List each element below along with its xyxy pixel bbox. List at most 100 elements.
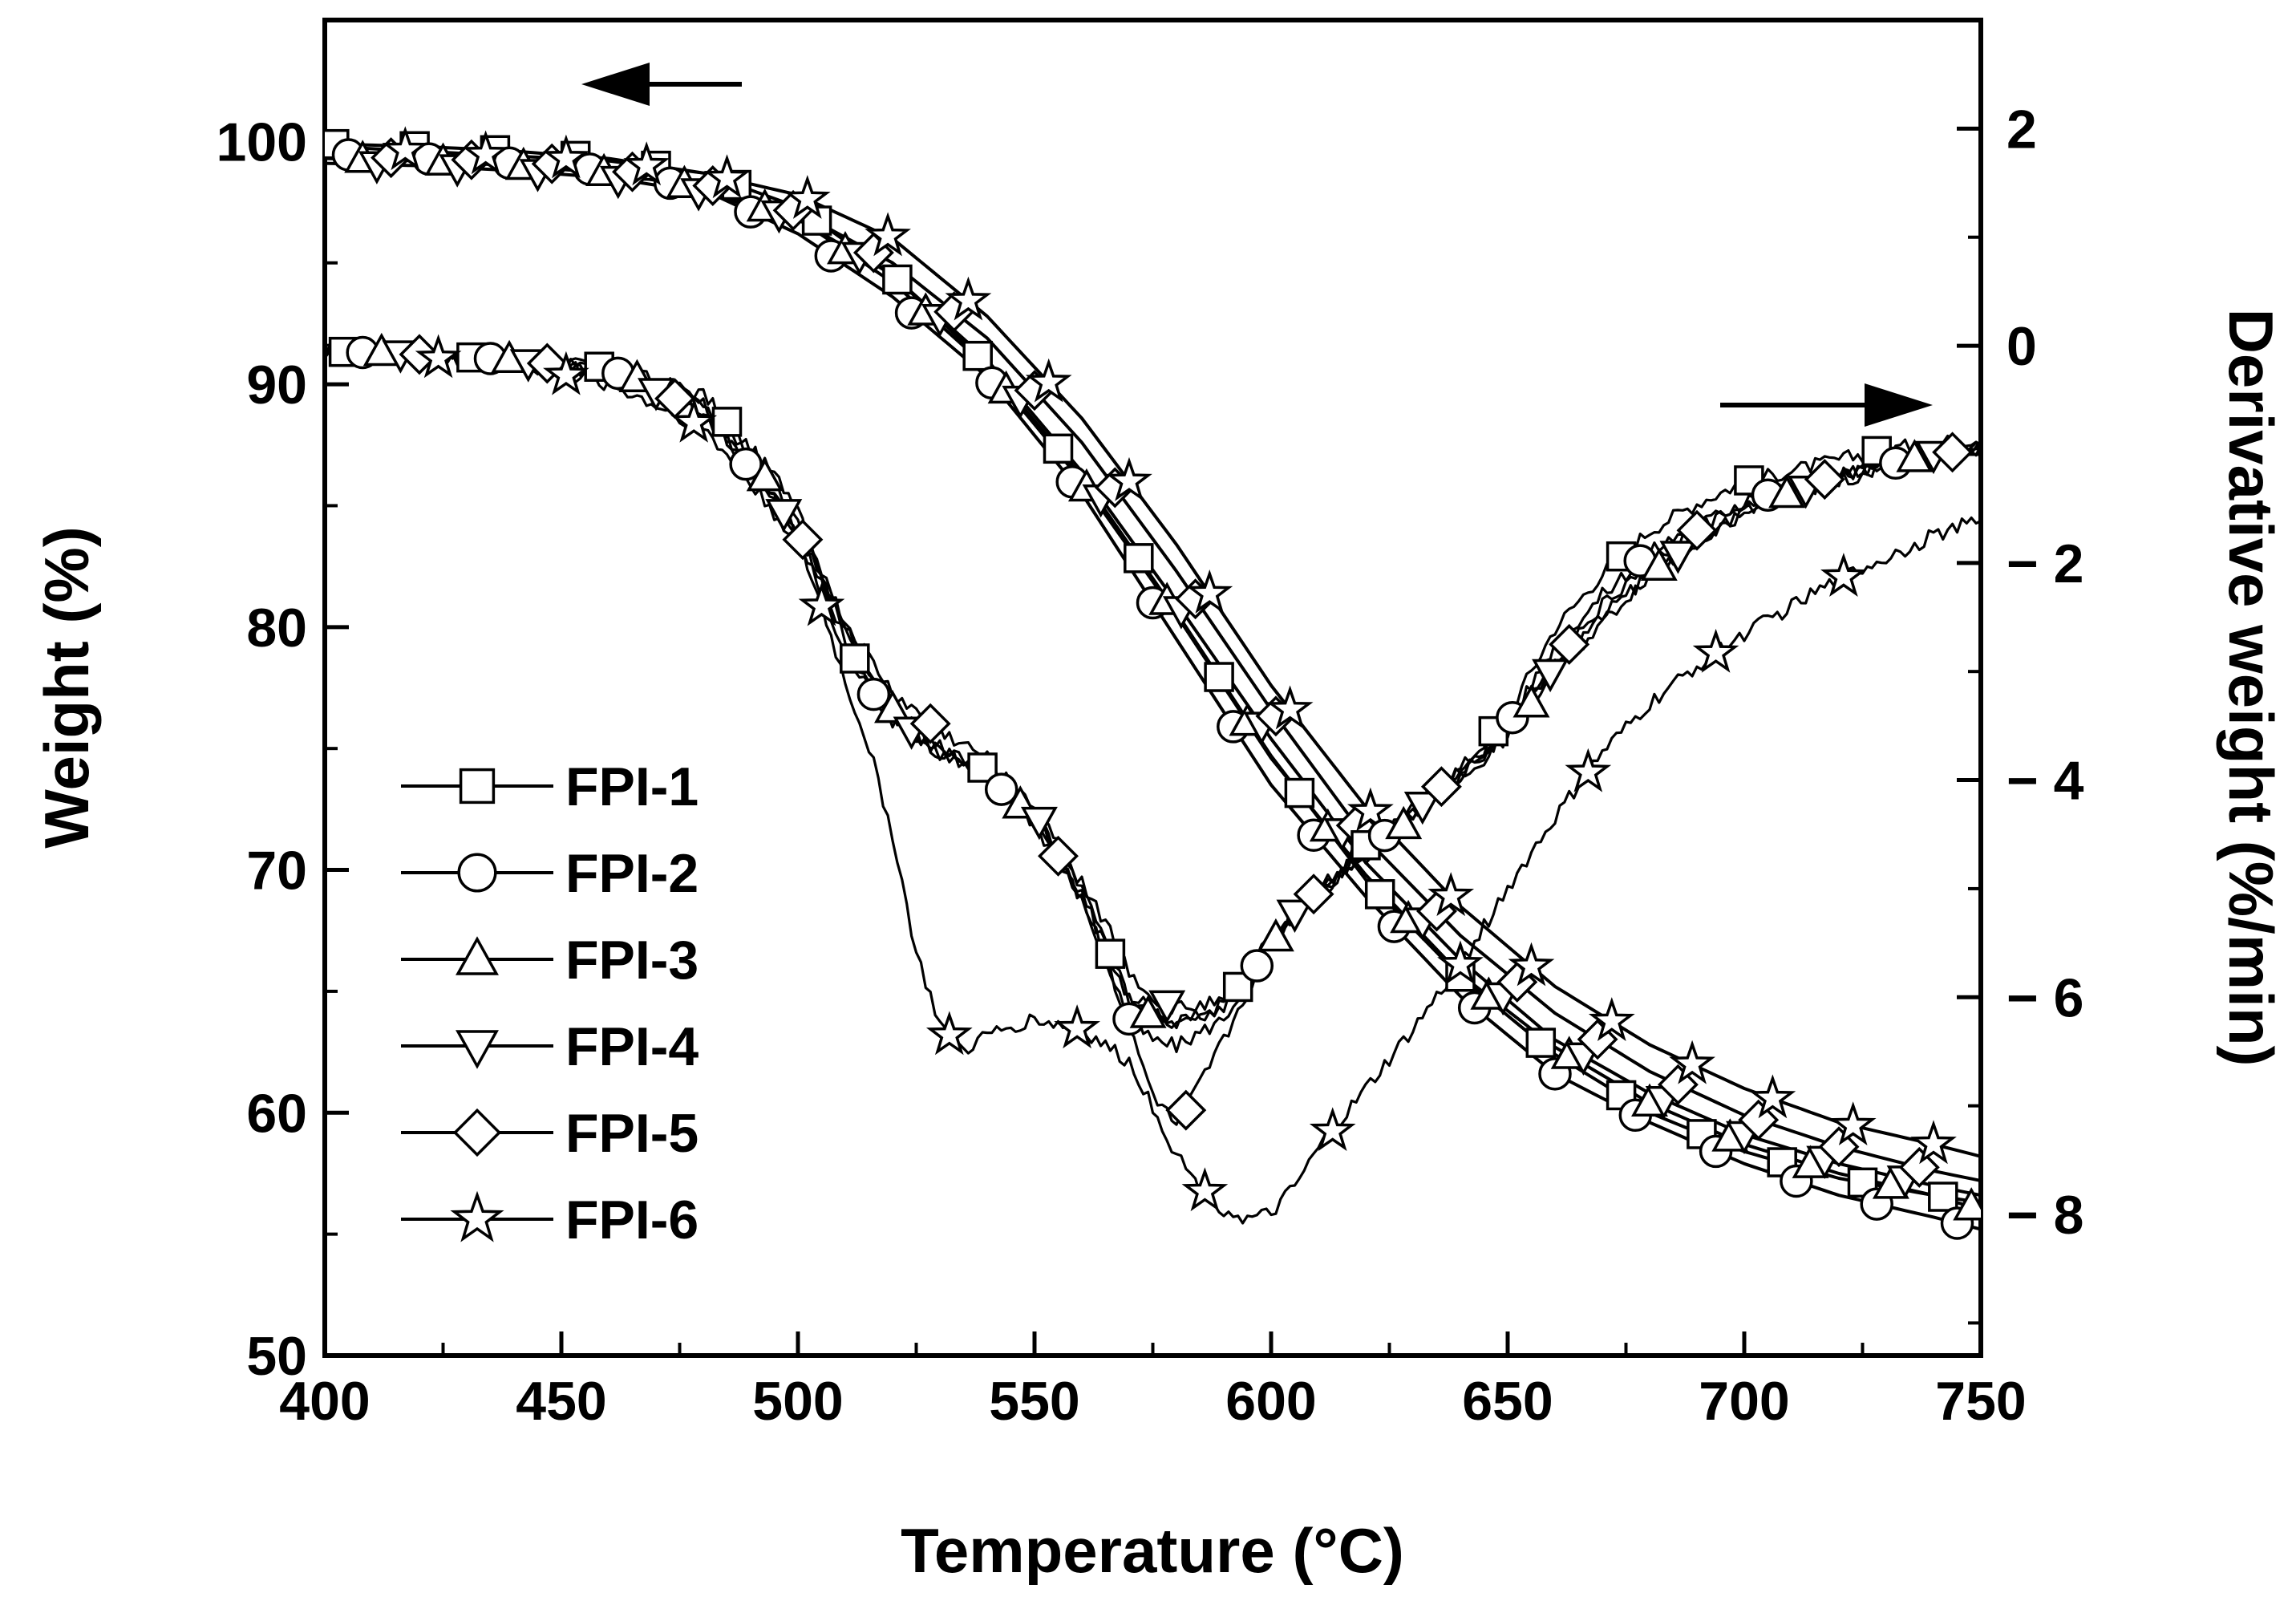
tga-marker-fpi-6 bbox=[1266, 685, 1314, 730]
legend-marker-fpi-2 bbox=[457, 853, 497, 893]
left-arrow bbox=[581, 63, 742, 106]
legend-label: FPI-2 bbox=[565, 843, 699, 904]
legend-label: FPI-6 bbox=[565, 1190, 699, 1250]
dtg-marker-fpi-5 bbox=[1676, 509, 1718, 551]
dtg-marker-fpi-6 bbox=[1437, 940, 1484, 985]
tga-marker-fpi-6 bbox=[1910, 1120, 1957, 1165]
x-tick-label: 500 bbox=[752, 1371, 843, 1432]
tga-marker-fpi-6 bbox=[623, 141, 670, 186]
x-axis-title: Temperature (°C) bbox=[901, 1515, 1404, 1586]
dtg-marker-fpi-4 bbox=[1532, 659, 1569, 693]
dtg-marker-fpi-6 bbox=[1054, 1004, 1101, 1049]
dtg-marker-fpi-4 bbox=[765, 499, 803, 533]
x-tick-label: 750 bbox=[1935, 1371, 2026, 1432]
x-tick-label: 400 bbox=[279, 1371, 370, 1432]
tga-marker-fpi-1 bbox=[1204, 662, 1234, 692]
tga-marker-fpi-6 bbox=[1749, 1074, 1796, 1119]
dtg-marker-fpi-3 bbox=[1640, 547, 1678, 581]
legend-item-fpi-3: FPI-3 bbox=[401, 930, 699, 991]
dtg-marker-fpi-6 bbox=[925, 1011, 973, 1056]
dtg-marker-fpi-3 bbox=[874, 689, 911, 723]
tga-marker-fpi-6 bbox=[1588, 997, 1635, 1042]
dtg-marker-fpi-5 bbox=[782, 519, 824, 561]
legend: FPI-1 FPI-2 FPI-3 FPI-4 FPI-5 FPI-6 bbox=[401, 756, 699, 1250]
dtg-line-fpi-4 bbox=[325, 344, 1981, 1015]
tga-marker-fpi-6 bbox=[1508, 942, 1555, 987]
tga-marker-fpi-1 bbox=[882, 264, 913, 295]
legend-item-fpi-5: FPI-5 bbox=[401, 1103, 699, 1164]
y-left-axis-title: Weight (%) bbox=[31, 526, 102, 849]
legend-item-fpi-1: FPI-1 bbox=[401, 756, 699, 817]
dtg-marker-fpi-6 bbox=[543, 351, 589, 395]
y-right-tick-label: − 2 bbox=[2006, 533, 2083, 594]
y-right-axis-title: Derivative weight (%/min) bbox=[2216, 309, 2286, 1067]
y-right-tick-label: − 4 bbox=[2006, 751, 2084, 812]
x-tick-label: 600 bbox=[1225, 1371, 1316, 1432]
tga-marker-fpi-1 bbox=[962, 340, 993, 371]
dtg-marker-fpi-6 bbox=[1181, 1167, 1229, 1212]
dtg-marker-fpi-6 bbox=[798, 582, 845, 626]
right-arrow bbox=[1720, 383, 1933, 427]
dtg-line-fpi-1 bbox=[325, 343, 1981, 1030]
dtg-marker-fpi-5 bbox=[1293, 873, 1334, 915]
dtg-marker-fpi-3 bbox=[1257, 918, 1294, 952]
dtg-marker-fpi-2 bbox=[856, 677, 891, 711]
legend-item-fpi-6: FPI-6 bbox=[401, 1190, 699, 1250]
legend-marker-fpi-3 bbox=[456, 936, 499, 975]
y-right-tick-label: − 8 bbox=[2006, 1185, 2083, 1246]
y-left-tick-label: 90 bbox=[246, 355, 307, 415]
y-right-tick-label: 2 bbox=[2006, 99, 2037, 160]
tga-marker-fpi-5 bbox=[1898, 1146, 1940, 1188]
tga-marker-fpi-6 bbox=[1186, 569, 1233, 614]
y-right-tick-label: − 6 bbox=[2006, 967, 2083, 1028]
tga-marker-fpi-1 bbox=[1928, 1181, 1958, 1212]
y-right-tick-label: 0 bbox=[2006, 316, 2037, 377]
legend-label: FPI-1 bbox=[565, 756, 699, 817]
dtg-marker-fpi-6 bbox=[1309, 1107, 1356, 1152]
dtg-marker-fpi-6 bbox=[1565, 748, 1612, 792]
tga-marker-fpi-6 bbox=[703, 154, 751, 199]
dtg-marker-fpi-5 bbox=[1549, 623, 1590, 665]
legend-item-fpi-2: FPI-2 bbox=[401, 843, 699, 904]
tga-marker-fpi-1 bbox=[1124, 543, 1154, 574]
dtg-marker-fpi-2 bbox=[1240, 949, 1274, 983]
dtg-marker-fpi-6 bbox=[670, 398, 718, 443]
y-left-tick-label: 100 bbox=[217, 111, 307, 172]
tga-marker-fpi-6 bbox=[1346, 787, 1394, 832]
x-tick-label: 550 bbox=[989, 1371, 1079, 1432]
y-left-tick-label: 60 bbox=[246, 1083, 307, 1144]
tga-marker-fpi-1 bbox=[1525, 1027, 1557, 1058]
dtg-marker-fpi-3 bbox=[746, 457, 784, 492]
dtg-line-fpi-3 bbox=[325, 343, 1981, 1029]
tga-marker-fpi-6 bbox=[1025, 358, 1072, 403]
dtg-marker-fpi-3 bbox=[1129, 995, 1167, 1028]
tga-marker-fpi-1 bbox=[1364, 879, 1395, 910]
legend-label: FPI-5 bbox=[565, 1103, 699, 1164]
legend-label: FPI-4 bbox=[565, 1016, 699, 1077]
dtg-marker-fpi-6 bbox=[1692, 628, 1739, 673]
dtg-marker-fpi-3 bbox=[1896, 439, 1934, 472]
dtg-marker-fpi-4 bbox=[1659, 541, 1697, 574]
dtg-marker-fpi-5 bbox=[1804, 459, 1845, 501]
tga-marker-fpi-6 bbox=[1669, 1040, 1715, 1084]
dtg-marker-fpi-4 bbox=[1148, 990, 1186, 1024]
x-tick-label: 700 bbox=[1699, 1371, 1789, 1432]
tga-marker-fpi-1 bbox=[1284, 777, 1315, 809]
dtg-marker-fpi-3 bbox=[1768, 474, 1806, 509]
tga-marker-fpi-6 bbox=[1829, 1101, 1877, 1146]
dtg-marker-fpi-5 bbox=[1420, 766, 1462, 808]
y-left-tick-label: 50 bbox=[246, 1326, 307, 1387]
legend-label: FPI-3 bbox=[565, 930, 699, 991]
tga-marker-fpi-6 bbox=[1427, 872, 1475, 917]
dtg-marker-fpi-3 bbox=[1512, 684, 1550, 718]
dtg-marker-fpi-4 bbox=[1403, 791, 1441, 825]
dtg-marker-fpi-2 bbox=[984, 772, 1018, 806]
y-left-tick-label: 80 bbox=[246, 598, 307, 659]
tga-marker-fpi-3 bbox=[1953, 1187, 1981, 1221]
dtg-marker-fpi-4 bbox=[1020, 806, 1058, 841]
dtg-marker-fpi-5 bbox=[1038, 835, 1079, 877]
x-tick-label: 650 bbox=[1462, 1371, 1553, 1432]
dtg-marker-fpi-1 bbox=[840, 643, 870, 674]
curve-markers bbox=[325, 126, 1981, 1240]
